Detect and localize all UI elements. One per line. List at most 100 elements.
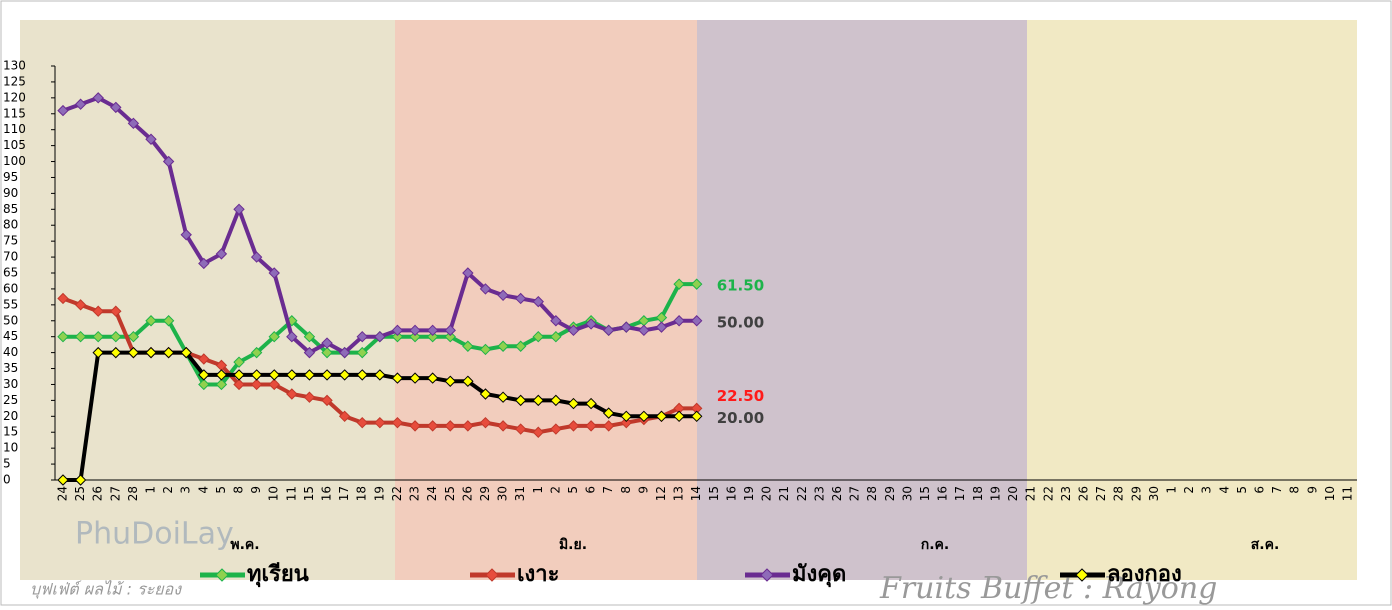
legend-marker: [485, 568, 499, 582]
point-marker: [268, 378, 280, 391]
y-tick-label: 45: [3, 329, 18, 343]
point-marker: [74, 330, 87, 343]
point-marker: [514, 423, 527, 435]
point-marker: [426, 324, 439, 337]
point-marker: [180, 346, 192, 359]
x-tick-label: 2: [1182, 486, 1196, 494]
point-marker: [57, 104, 69, 117]
point-marker: [303, 369, 316, 381]
x-tick-label: 8: [232, 486, 246, 494]
y-tick-label: 75: [3, 234, 18, 248]
point-marker: [250, 251, 263, 263]
y-tick-label: 0: [3, 473, 11, 487]
x-tick-label: 23: [1059, 486, 1073, 501]
bg-durian: [20, 20, 395, 580]
point-marker: [286, 388, 298, 400]
y-tick-label: 120: [3, 90, 26, 104]
point-marker: [286, 330, 298, 343]
x-tick-label: 22: [795, 486, 809, 501]
x-tick-label: 12: [654, 486, 668, 501]
point-marker: [162, 346, 175, 359]
x-tick-label: 13: [672, 486, 686, 501]
y-tick-label: 25: [3, 393, 18, 407]
point-marker: [250, 378, 263, 391]
x-tick-label: 15: [918, 486, 932, 501]
x-tick-label: 27: [1094, 486, 1108, 501]
point-marker: [391, 416, 404, 429]
x-tick-label: 8: [1288, 486, 1302, 494]
point-marker: [92, 305, 104, 317]
x-tick-label: 7: [601, 486, 615, 494]
point-marker: [391, 324, 404, 337]
point-marker: [110, 101, 122, 114]
x-tick-label: 17: [953, 486, 967, 501]
legend-label: มังคุด: [792, 562, 846, 588]
point-marker: [162, 155, 175, 168]
point-marker: [268, 267, 280, 279]
x-tick-label: 20: [1006, 486, 1020, 501]
point-marker: [268, 369, 280, 381]
point-marker: [620, 416, 632, 429]
x-tick-label: 19: [372, 486, 386, 501]
point-marker: [198, 353, 210, 365]
point-marker: [620, 410, 632, 423]
y-tick-label: 30: [3, 377, 18, 391]
x-tick-label: 21: [777, 486, 791, 501]
x-tick-label: 24: [425, 486, 439, 501]
watermark: PhuDoiLay: [75, 517, 234, 552]
y-tick-label: 10: [3, 441, 18, 455]
y-tick-label: 80: [3, 218, 18, 232]
point-marker: [198, 369, 210, 381]
point-marker: [110, 346, 122, 359]
point-marker: [426, 330, 439, 343]
legend-marker: [215, 568, 229, 582]
x-tick-label: 8: [619, 486, 633, 494]
point-marker: [233, 369, 245, 381]
y-tick-label: 55: [3, 297, 18, 311]
watermark: บุฟเฟ่ต์ ผลไม้ : ระยอง: [30, 580, 182, 600]
point-marker: [321, 346, 333, 359]
x-tick-label: 21: [1024, 486, 1038, 501]
point-marker: [374, 330, 386, 343]
point-marker: [391, 372, 404, 384]
point-marker: [303, 391, 316, 403]
point-marker: [514, 340, 527, 352]
x-tick-label: 16: [936, 486, 950, 501]
value-label: 20.00: [717, 409, 764, 427]
y-tick-label: 110: [3, 122, 26, 136]
x-tick-label: 26: [830, 486, 844, 501]
point-marker: [356, 416, 368, 429]
x-tick-label: 16: [320, 486, 334, 501]
y-tick-label: 15: [3, 425, 18, 439]
x-tick-label: 19: [988, 486, 1002, 501]
point-marker: [426, 420, 439, 432]
point-marker: [162, 315, 175, 327]
point-marker: [532, 330, 544, 343]
point-marker: [532, 394, 544, 407]
legend-marker: [760, 568, 774, 582]
point-marker: [303, 330, 316, 343]
point-marker: [268, 330, 280, 343]
point-marker: [497, 391, 509, 403]
x-tick-label: 2: [548, 486, 562, 494]
x-tick-label: 2: [161, 486, 175, 494]
point-marker: [585, 318, 597, 330]
point-marker: [567, 420, 580, 432]
x-tick-label: 11: [1341, 486, 1355, 501]
x-tick-label: 14: [689, 486, 703, 501]
point-marker: [356, 369, 368, 381]
x-tick-label: 9: [636, 486, 650, 494]
x-tick-label: 18: [971, 486, 985, 501]
point-marker: [444, 375, 456, 387]
point-marker: [620, 321, 632, 333]
point-marker: [74, 299, 87, 311]
watermark: Fruits Buffet : Rayong: [879, 571, 1217, 606]
point-marker: [585, 420, 597, 432]
y-tick-label: 130: [3, 59, 26, 73]
point-marker: [250, 346, 263, 359]
point-marker: [321, 369, 333, 381]
point-marker: [338, 369, 351, 381]
point-marker: [444, 420, 456, 432]
y-tick-label: 35: [3, 361, 18, 375]
month-label: พ.ค.: [230, 537, 259, 553]
